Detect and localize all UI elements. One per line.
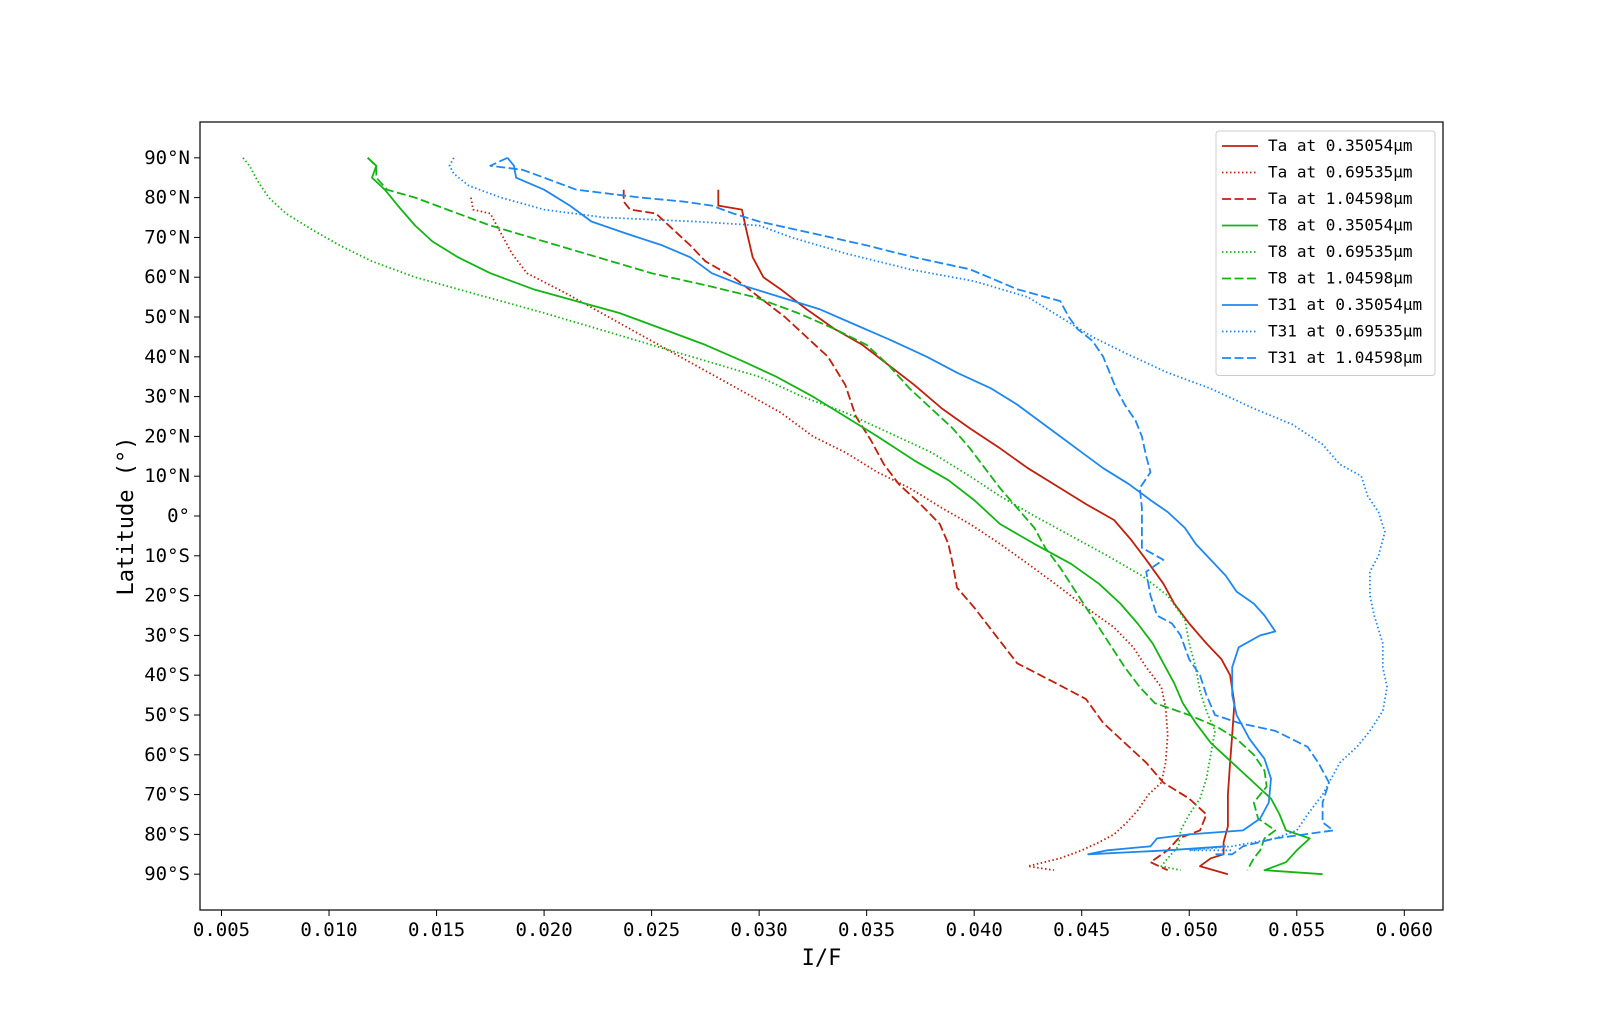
x-tick-label: 0.050 [1161, 919, 1218, 941]
x-tick-label: 0.030 [731, 919, 788, 941]
y-tick-label: 70°N [144, 226, 190, 248]
series-line-4 [367, 157, 1323, 876]
series-layer [242, 156, 1388, 876]
y-tick-label: 60°S [144, 744, 190, 766]
legend: Ta at 0.35054μm Ta at 0.69535μm Ta at 1.04… [1215, 130, 1436, 376]
y-tick-label: 20°S [144, 585, 190, 607]
x-tick-label: 0.010 [300, 919, 357, 941]
legend-label: T31 at 0.35054μm [1268, 295, 1422, 314]
series-line-3 [622, 189, 1208, 872]
x-tick-label: 0.045 [1053, 919, 1110, 941]
x-tick-label: 0.025 [623, 919, 680, 941]
series-line-6 [367, 157, 1277, 871]
y-tick-label: 90°N [144, 147, 190, 169]
y-tick-label: 60°N [144, 266, 190, 288]
x-tick-label: 0.055 [1268, 919, 1325, 941]
series-line-7 [506, 157, 1277, 856]
series-line-8 [448, 157, 1388, 852]
x-tick-label: 0.015 [408, 919, 465, 941]
x-axis: 0.005 0.010 0.015 0.020 0.025 0.030 0.035 0.040… [193, 910, 1433, 941]
x-tick-label: 0.035 [838, 919, 895, 941]
legend-label: T8 at 0.69535μm [1268, 242, 1413, 261]
legend-frame [1215, 130, 1436, 376]
y-tick-label: 80°N [144, 187, 190, 209]
y-axis-title: Latitude (°) [114, 437, 139, 596]
y-tick-label: 40°N [144, 346, 190, 368]
series-line-5 [242, 157, 1216, 872]
y-tick-label: 40°S [144, 664, 190, 686]
y-tick-label: 20°N [144, 425, 190, 447]
y-tick-label: 80°S [144, 823, 190, 845]
y-tick-label: 50°S [144, 704, 190, 726]
y-tick-label: 10°S [144, 545, 190, 567]
x-axis-title: I/F [802, 946, 842, 971]
legend-label: Ta at 0.35054μm [1268, 136, 1413, 155]
legend-label: T31 at 1.04598μm [1268, 348, 1422, 367]
series-line-1 [717, 189, 1236, 876]
x-tick-label: 0.020 [515, 919, 572, 941]
y-axis: 90°N 80°N 70°N 60°N 50°N 40°N 30°N 20°N 10°N 0° 10… [144, 147, 200, 885]
y-tick-label: 50°N [144, 306, 190, 328]
x-tick-label: 0.060 [1376, 919, 1433, 941]
legend-label: T8 at 0.35054μm [1268, 216, 1413, 235]
legend-label: T31 at 0.69535μm [1268, 322, 1422, 341]
series-line-9 [489, 156, 1335, 856]
y-tick-label: 90°S [144, 863, 190, 885]
x-tick-label: 0.005 [193, 919, 250, 941]
x-tick-label: 0.040 [946, 919, 1003, 941]
y-tick-label: 30°S [144, 624, 190, 646]
legend-label: Ta at 0.69535μm [1268, 163, 1413, 182]
y-tick-label: 30°N [144, 386, 190, 408]
legend-label: T8 at 1.04598μm [1268, 269, 1413, 288]
y-tick-label: 0° [167, 505, 190, 527]
legend-label: Ta at 1.04598μm [1268, 189, 1413, 208]
y-tick-label: 10°N [144, 465, 190, 487]
y-tick-label: 70°S [144, 784, 190, 806]
